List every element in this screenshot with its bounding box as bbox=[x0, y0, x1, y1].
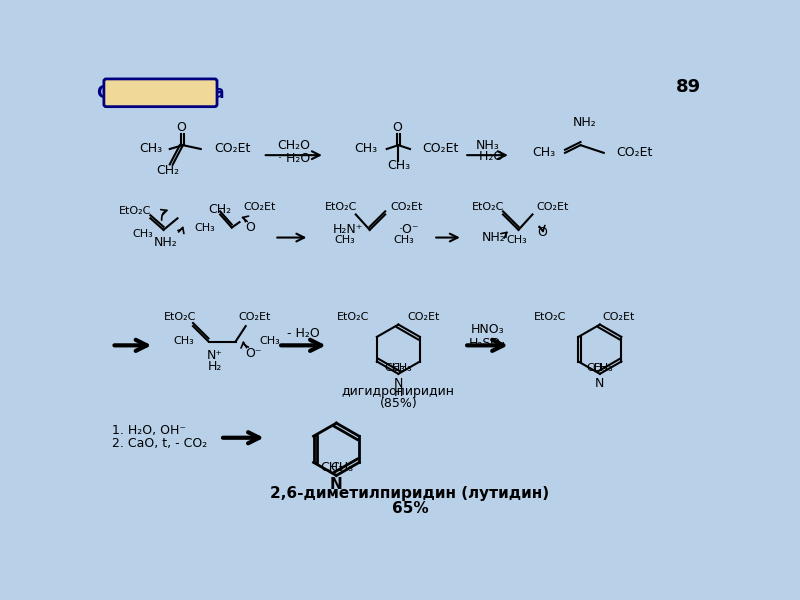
Text: EtO₂C: EtO₂C bbox=[325, 202, 357, 212]
Text: CH₃: CH₃ bbox=[394, 235, 414, 245]
Text: CH₃: CH₃ bbox=[387, 160, 410, 172]
Text: EtO₂C: EtO₂C bbox=[534, 312, 566, 322]
Text: NH₂: NH₂ bbox=[573, 116, 596, 128]
Text: H₂N⁺: H₂N⁺ bbox=[333, 223, 363, 236]
Text: NH₂: NH₂ bbox=[482, 231, 506, 244]
Text: EtO₂C: EtO₂C bbox=[336, 312, 369, 322]
Text: N: N bbox=[394, 377, 403, 389]
Text: CH₃: CH₃ bbox=[259, 337, 280, 346]
Text: O: O bbox=[537, 226, 546, 239]
Text: CH₃: CH₃ bbox=[139, 142, 162, 155]
Text: NH₃: NH₃ bbox=[476, 139, 499, 152]
Text: 2. CaO, t, - CO₂: 2. CaO, t, - CO₂ bbox=[112, 437, 207, 451]
Text: CH₃: CH₃ bbox=[385, 362, 406, 373]
Text: O: O bbox=[177, 121, 186, 134]
Text: CH₂: CH₂ bbox=[209, 203, 232, 215]
Text: CH₃: CH₃ bbox=[586, 362, 607, 373]
Text: EtO₂C: EtO₂C bbox=[163, 312, 196, 322]
Text: CH₃: CH₃ bbox=[330, 461, 353, 473]
Text: CO₂Et: CO₂Et bbox=[243, 202, 276, 212]
Text: CH₃: CH₃ bbox=[334, 235, 355, 245]
Text: - H₂O: - H₂O bbox=[287, 328, 320, 340]
FancyBboxPatch shape bbox=[104, 79, 217, 107]
Text: ·O⁻: ·O⁻ bbox=[398, 223, 419, 236]
Text: CO₂Et: CO₂Et bbox=[390, 202, 423, 212]
Text: · H₂O: · H₂O bbox=[278, 152, 310, 165]
Text: дигидропиридин: дигидропиридин bbox=[342, 385, 455, 398]
Text: H₂SO₄: H₂SO₄ bbox=[469, 337, 506, 350]
Text: (85%): (85%) bbox=[379, 397, 418, 410]
Text: O: O bbox=[246, 221, 255, 234]
Text: Синтез Ганча: Синтез Ганча bbox=[97, 84, 224, 102]
Text: N⁺: N⁺ bbox=[206, 349, 222, 362]
Text: EtO₂C: EtO₂C bbox=[119, 206, 152, 215]
Text: N: N bbox=[595, 377, 605, 389]
Text: CH₃: CH₃ bbox=[593, 362, 614, 373]
Text: O⁻: O⁻ bbox=[246, 347, 262, 359]
Text: HNO₃: HNO₃ bbox=[470, 323, 504, 337]
Text: EtO₂C: EtO₂C bbox=[472, 202, 504, 212]
Text: CO₂Et: CO₂Et bbox=[422, 142, 458, 155]
Text: CO₂Et: CO₂Et bbox=[238, 312, 270, 322]
Text: CH₃: CH₃ bbox=[132, 229, 153, 239]
Text: 1. H₂O, OH⁻: 1. H₂O, OH⁻ bbox=[112, 424, 186, 437]
Text: H₂: H₂ bbox=[207, 359, 222, 373]
Text: CO₂Et: CO₂Et bbox=[616, 146, 653, 160]
Text: CH₃: CH₃ bbox=[354, 142, 378, 155]
Text: CH₃: CH₃ bbox=[533, 146, 556, 160]
Text: CH₃: CH₃ bbox=[506, 235, 527, 245]
Text: CO₂Et: CO₂Et bbox=[602, 312, 634, 322]
Text: O: O bbox=[392, 121, 402, 134]
Text: CO₂Et: CO₂Et bbox=[536, 202, 569, 212]
Text: NH₂: NH₂ bbox=[154, 236, 178, 250]
Text: CH₃: CH₃ bbox=[174, 337, 194, 346]
Text: · H₂O: · H₂O bbox=[471, 150, 504, 163]
Text: CH₃: CH₃ bbox=[320, 461, 343, 473]
Text: CH₂: CH₂ bbox=[157, 164, 180, 177]
Text: CO₂Et: CO₂Et bbox=[408, 312, 440, 322]
Text: CO₂Et: CO₂Et bbox=[214, 142, 251, 155]
Text: 2,6-диметилпиридин (лутидин): 2,6-диметилпиридин (лутидин) bbox=[270, 487, 550, 502]
Text: CH₃: CH₃ bbox=[194, 223, 214, 233]
Text: 89: 89 bbox=[675, 79, 701, 97]
Text: H: H bbox=[394, 386, 403, 399]
Text: CH₃: CH₃ bbox=[391, 362, 412, 373]
Text: CH₂O: CH₂O bbox=[278, 139, 310, 152]
Text: N: N bbox=[330, 477, 342, 492]
Text: 65%: 65% bbox=[392, 501, 428, 516]
